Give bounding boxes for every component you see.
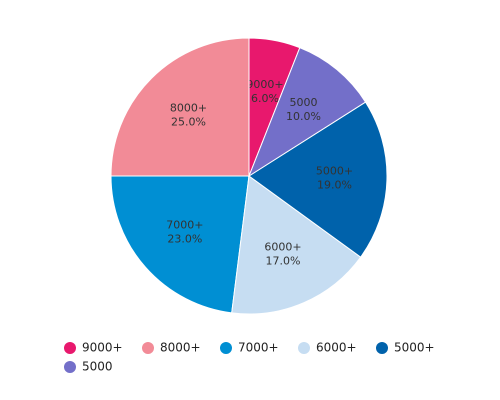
legend-label: 6000+ (316, 341, 357, 355)
slice-label-value: 23.0% (167, 233, 202, 246)
slice-label-category: 6000+ (264, 241, 301, 254)
pie-slice (110, 175, 250, 314)
legend-label: 5000+ (394, 341, 435, 355)
pie-slice (247, 47, 367, 178)
legend-marker (298, 342, 310, 354)
legend-label: 5000 (82, 360, 113, 374)
legend-marker (142, 342, 154, 354)
slice-label-category: 9000+ (246, 78, 283, 91)
legend-marker (220, 342, 232, 354)
slice-label-category: 5000 (290, 96, 318, 109)
legend-marker (64, 342, 76, 354)
slice-label-category: 8000+ (170, 101, 207, 114)
slice-label-value: 25.0% (171, 115, 206, 128)
slice-label-value: 19.0% (317, 179, 352, 192)
pie-slice (248, 101, 388, 258)
slice-label-category: 5000+ (316, 165, 353, 178)
slice-label-value: 10.0% (286, 110, 321, 123)
legend-marker (376, 342, 388, 354)
slice-label-value: 6.0% (251, 92, 279, 105)
legend-label: 8000+ (160, 341, 201, 355)
legend-marker (64, 361, 76, 373)
slice-label-category: 7000+ (166, 219, 203, 232)
legend-label: 7000+ (238, 341, 279, 355)
pie-slice (231, 175, 362, 315)
pie-slice (110, 37, 250, 177)
legend-label: 9000+ (82, 341, 123, 355)
slice-label-value: 17.0% (266, 255, 301, 268)
